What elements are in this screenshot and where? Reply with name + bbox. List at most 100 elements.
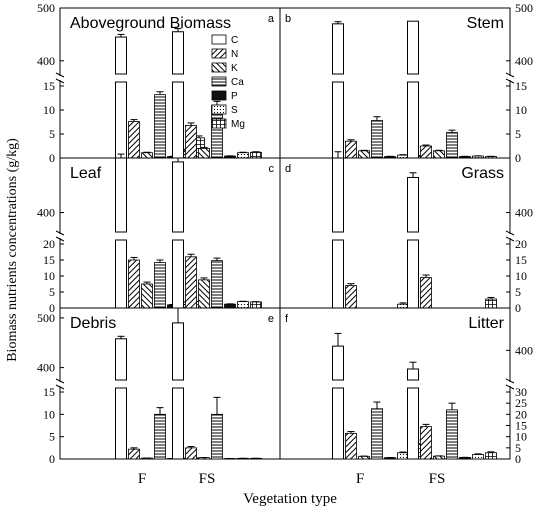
axis-break-mark — [505, 230, 515, 236]
y-tick-label: 500 — [515, 1, 533, 15]
panel-title: Leaf — [70, 165, 102, 182]
bar-c-upper — [332, 157, 344, 233]
panel-d: 400 0 5 10 15 20 Grass d — [279, 151, 533, 315]
panel-title: Grass — [461, 165, 504, 182]
axis-break-mark — [505, 236, 515, 242]
bar-c-upper — [115, 36, 127, 75]
y-tick-label: 5 — [515, 127, 521, 141]
bar-k — [198, 147, 210, 159]
y-tick-label: 5 — [515, 441, 521, 455]
axis-break-mark — [55, 384, 65, 390]
bar-c-upper — [407, 368, 419, 381]
bar-k — [141, 283, 153, 309]
y-tick-label: 15 — [515, 419, 527, 433]
bar-c-lower — [172, 81, 184, 159]
y-tick-label: 10 — [515, 269, 527, 283]
bar-c-lower — [407, 81, 419, 159]
legend-label-s: S — [231, 105, 238, 116]
bar-n — [345, 140, 357, 159]
y-tick-label: 20 — [43, 237, 55, 251]
bar-n — [420, 426, 432, 460]
bar-c-upper — [172, 322, 184, 381]
bar-c-lower — [172, 239, 184, 309]
bar-n — [128, 121, 140, 159]
y-tick-label: 400 — [37, 54, 55, 68]
bar-k — [433, 455, 445, 460]
y-axis-label: Biomass nutrients concentrations (g/kg) — [5, 138, 20, 362]
axis-break-mark — [55, 78, 65, 84]
y-tick-label: 15 — [43, 253, 55, 267]
bar-n — [185, 256, 197, 309]
bar-ca — [446, 132, 458, 159]
axis-break-mark — [55, 230, 65, 236]
bar-c-upper — [407, 20, 419, 75]
bar-p — [224, 303, 236, 309]
panel-letter: e — [268, 313, 274, 325]
y-tick-label: 15 — [43, 385, 55, 399]
y-tick-label: 5 — [49, 127, 55, 141]
y-tick-label: 15 — [515, 253, 527, 267]
y-tick-label: 10 — [43, 103, 55, 117]
legend-label-c: C — [231, 35, 238, 46]
y-tick-label: 15 — [43, 79, 55, 93]
axis-break-mark — [505, 384, 515, 390]
legend-label-k: K — [231, 63, 238, 74]
bar-ca — [371, 408, 383, 460]
panel-title: Debris — [70, 315, 116, 332]
y-tick-label: 0 — [49, 301, 55, 315]
bar-c-upper — [115, 157, 127, 233]
axis-break-gap — [509, 234, 511, 238]
bar-c-upper — [172, 161, 184, 233]
bar-ca — [154, 413, 166, 460]
bar-c-upper — [332, 23, 344, 75]
y-tick-label: 400 — [515, 206, 533, 220]
y-tick-label: 0 — [515, 151, 521, 165]
x-tick-label-fs: FS — [199, 471, 216, 487]
y-tick-label: 400 — [37, 206, 55, 220]
bar-c-lower — [332, 81, 344, 159]
axis-break-mark — [505, 72, 515, 78]
y-tick-label: 10 — [515, 430, 527, 444]
x-axis-label: Vegetation type — [243, 491, 337, 507]
panel-letter: c — [269, 163, 275, 175]
bar-n — [345, 432, 357, 460]
bar-ca — [211, 260, 223, 309]
legend-label-ca: Ca — [231, 77, 244, 88]
legend-swatch-p — [211, 90, 227, 101]
y-tick-label: 10 — [43, 269, 55, 283]
x-tick-label-f: F — [356, 471, 364, 487]
axis-break-gap — [59, 234, 61, 238]
y-tick-label: 0 — [515, 301, 521, 315]
bar-n — [185, 124, 197, 159]
panel-letter: f — [285, 313, 289, 325]
bar-n — [128, 259, 140, 309]
bar-s — [397, 303, 409, 309]
y-tick-label: 10 — [515, 103, 527, 117]
legend: CNK Ca PS Mg — [211, 34, 245, 130]
panel-letter: d — [285, 163, 291, 175]
bar-s — [237, 152, 249, 159]
bar-c-upper — [115, 338, 127, 381]
axis-break-mark — [505, 78, 515, 84]
bar-n — [185, 447, 197, 460]
x-tick-label-f: F — [138, 471, 146, 487]
bar-ca — [154, 262, 166, 309]
y-tick-label: 400 — [515, 54, 533, 68]
legend-swatch-s — [211, 104, 227, 115]
panel-title: Aboveground Biomass — [70, 15, 231, 32]
bar-ca — [211, 413, 223, 460]
axis-break-gap — [59, 382, 61, 386]
bar-k — [141, 152, 153, 159]
bar-c-lower — [332, 387, 344, 460]
panel-e: 400 500 0 5 10 15 Debris e — [37, 307, 281, 466]
legend-swatch-n — [211, 48, 227, 59]
axis-break-mark — [505, 378, 515, 384]
panel-title: Stem — [467, 15, 504, 32]
bar-ca — [154, 94, 166, 159]
legend-swatch-k — [211, 62, 227, 73]
bar-c-lower — [172, 387, 184, 460]
bar-c-lower — [115, 239, 127, 309]
bar-s — [237, 301, 249, 309]
bar-ca — [371, 120, 383, 159]
bar-c-lower — [332, 239, 344, 309]
